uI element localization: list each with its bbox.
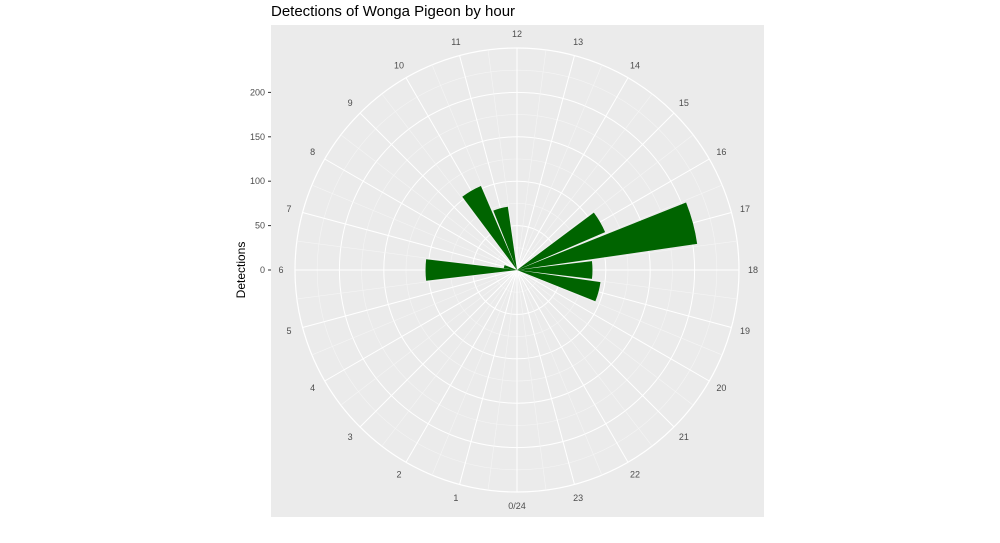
bar-hour-10 <box>462 185 517 270</box>
hour-label: 1 <box>453 493 458 503</box>
grid-spoke-minor <box>381 93 518 271</box>
hour-label: 4 <box>310 383 315 393</box>
grid-spoke <box>516 269 675 428</box>
grid-spoke-minor <box>311 184 518 271</box>
grid-spoke-minor <box>516 269 603 476</box>
grid-spoke-minor <box>431 269 518 476</box>
hour-label: 8 <box>310 147 315 157</box>
hour-label: 13 <box>573 37 583 47</box>
grid-spoke <box>324 269 518 382</box>
grid-spoke-minor <box>516 184 723 271</box>
grid-spoke-minor <box>487 269 518 491</box>
grid-spoke <box>516 269 629 463</box>
grid-layer <box>294 47 740 493</box>
grid-spoke <box>324 158 518 271</box>
hour-label: 20 <box>716 383 726 393</box>
grid-spoke-minor <box>516 240 738 271</box>
chart-title: Detections of Wonga Pigeon by hour <box>271 3 515 20</box>
grid-spoke-minor <box>431 64 518 271</box>
hour-label: 19 <box>740 326 750 336</box>
bar-hour-16 <box>517 212 606 270</box>
hour-label: 12 <box>512 29 522 39</box>
grid-spoke-minor <box>516 269 738 300</box>
grid-spoke <box>405 269 518 463</box>
y-tick-label: 0 <box>260 265 265 275</box>
grid-spoke <box>516 55 575 271</box>
grid-spoke-minor <box>516 93 653 271</box>
grid-spoke-minor <box>296 240 518 271</box>
grid-spoke <box>359 112 518 271</box>
hour-label: 18 <box>748 265 758 275</box>
hour-label: 10 <box>394 61 404 71</box>
grid-spoke-minor <box>340 134 518 271</box>
grid-spoke-minor <box>516 269 547 491</box>
grid-spoke-minor <box>296 269 518 300</box>
grid-spoke-minor <box>340 269 518 406</box>
grid-spoke <box>516 269 575 485</box>
hour-label-layer: 0/24123456789101112131415161718192021222… <box>278 29 758 511</box>
hour-label: 16 <box>716 147 726 157</box>
grid-spoke-minor <box>516 269 723 356</box>
bar-hour-7 <box>503 265 517 270</box>
y-axis-label: Detections <box>234 242 248 299</box>
hour-label: 5 <box>287 326 292 336</box>
grid-spoke-minor <box>311 269 518 356</box>
y-tick-label: 150 <box>250 132 265 142</box>
grid-spoke-minor <box>516 64 603 271</box>
hour-label: 7 <box>287 204 292 214</box>
grid-spoke-minor <box>381 269 518 447</box>
grid-spoke-minor <box>516 49 547 271</box>
grid-spoke <box>516 112 675 271</box>
bar-layer <box>425 185 698 302</box>
hour-label: 2 <box>396 469 401 479</box>
grid-spoke <box>516 269 710 382</box>
grid-spoke <box>302 269 518 328</box>
hour-label: 6 <box>278 265 283 275</box>
bar-hour-19 <box>517 270 601 302</box>
hour-label: 3 <box>348 432 353 442</box>
grid-spoke <box>459 269 518 485</box>
hour-label: 0/24 <box>508 501 526 511</box>
hour-label: 9 <box>348 98 353 108</box>
hour-label: 23 <box>573 493 583 503</box>
grid-spoke-minor <box>516 269 694 406</box>
y-axis-tick-layer: 0 50 100 150 200 <box>250 87 271 275</box>
bar-hour-6 <box>425 259 517 281</box>
bar-hour-18 <box>517 261 593 279</box>
bar-hour-11 <box>493 206 517 270</box>
grid-spoke <box>359 269 518 428</box>
y-tick-label: 200 <box>250 87 265 97</box>
grid-spoke-minor <box>487 49 518 271</box>
y-tick-label: 100 <box>250 176 265 186</box>
grid-spoke <box>302 212 518 271</box>
hour-label: 22 <box>630 469 640 479</box>
bar-hour-17 <box>517 202 698 270</box>
hour-label: 14 <box>630 61 640 71</box>
hour-label: 11 <box>451 37 460 47</box>
grid-spoke-minor <box>516 269 653 447</box>
grid-spoke <box>516 77 629 271</box>
grid-spoke-minor <box>516 134 694 271</box>
hour-label: 15 <box>679 98 689 108</box>
y-tick-label: 50 <box>255 221 265 231</box>
hour-label: 21 <box>679 432 689 442</box>
hour-label: 17 <box>740 204 750 214</box>
